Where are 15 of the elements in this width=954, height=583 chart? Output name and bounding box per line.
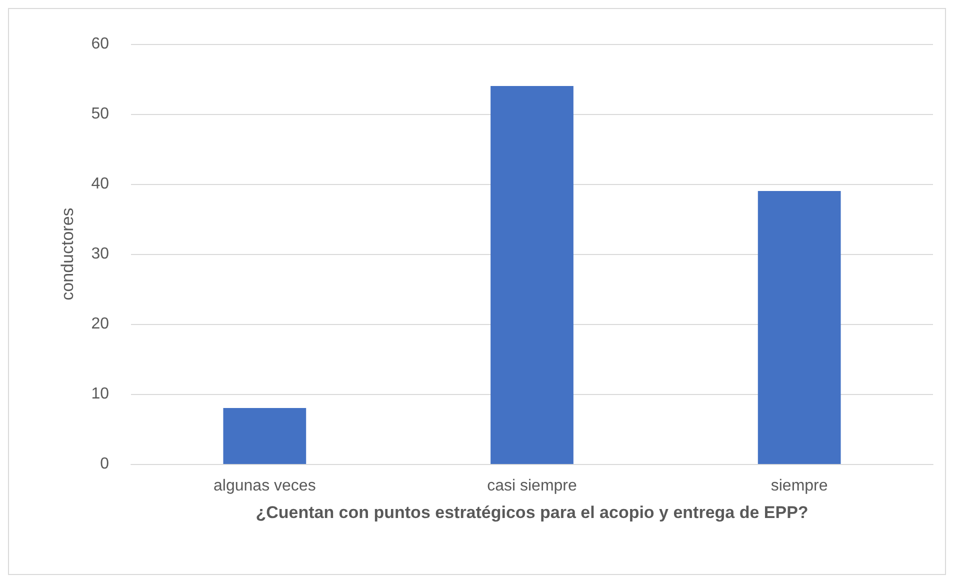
y-tick-label: 50 [91,106,110,122]
y-tick-label: 10 [91,386,110,402]
y-axis-title: conductores [58,208,77,300]
y-tick-label: 30 [91,246,110,262]
y-tick-label: 40 [91,176,110,192]
x-tick-label: casi siempre [487,478,577,494]
y-tick-label: 60 [91,36,110,52]
x-tick-label: algunas veces [214,478,316,494]
x-tick-label: siempre [770,478,828,494]
y-tick-label: 0 [100,456,110,472]
bar [223,408,306,464]
bar [490,86,574,464]
bar [758,191,841,464]
x-axis-title: ¿Cuentan con puntos estratégicos para el acopio y entrega de EPP? [256,503,808,522]
y-tick-label: 20 [91,316,110,332]
